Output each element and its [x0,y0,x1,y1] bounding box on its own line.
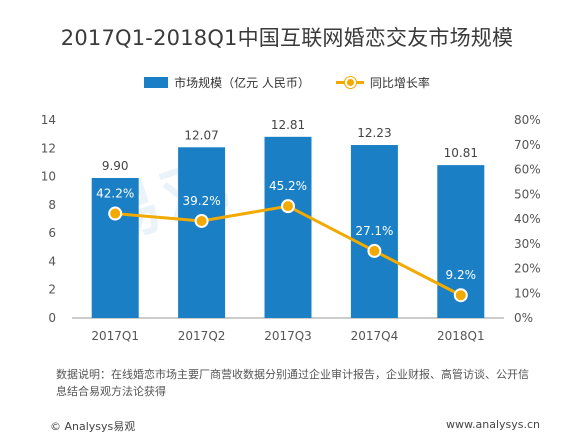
growth-point [367,243,382,258]
y-right-tick-label: 60% [514,163,541,177]
growth-value-label: 9.2% [446,268,477,282]
chart-legend: 市场规模（亿元 人民币） 同比增长率 [0,72,574,92]
y-right-tick-label: 50% [514,187,541,201]
legend-item-growth-rate: 同比增长率 [335,74,430,91]
growth-value-label: 42.2% [96,187,134,201]
growth-value-label: 39.2% [183,194,221,208]
legend-item-market-size: 市场规模（亿元 人民币） [144,74,310,91]
y-left-tick-label: 12 [41,141,56,155]
y-right-tick-label: 40% [514,212,541,226]
y-left-tick-label: 2 [48,283,56,297]
growth-point [281,199,295,214]
bar-value-label: 10.81 [444,146,478,160]
y-left-tick-label: 4 [48,254,56,268]
bar-value-label: 9.90 [102,159,129,173]
y-left-tick-label: 14 [41,113,56,127]
legend-bar-swatch [144,76,169,88]
chart-title: 2017Q1-2018Q1中国互联网婚恋交友市场规模 [60,26,514,50]
y-left-tick-label: 10 [41,170,56,184]
y-right-tick-label: 20% [514,262,541,276]
growth-point [108,206,123,221]
y-left-tick-label: 8 [48,198,56,212]
bar-value-label: 12.81 [271,118,305,132]
x-tick-label: 2017Q1 [91,329,139,343]
bar [350,145,398,318]
bar [264,136,312,318]
y-right-tick-label: 0% [514,311,533,325]
growth-value-label: 27.1% [355,224,393,238]
x-tick-label: 2017Q4 [351,329,399,343]
x-tick-label: 2017Q2 [178,329,226,343]
data-note: 数据说明：在线婚恋市场主要厂商营收数据分别通过企业审计报告，企业财报、高管访谈、… [56,368,529,398]
y-right-tick-label: 80% [514,113,541,127]
x-tick-label: 2018Q1 [437,329,485,343]
y-right-tick-label: 70% [514,138,541,152]
y-right-tick-label: 10% [514,286,541,300]
growth-point [453,288,468,303]
legend-line-swatch [335,76,364,88]
footer-logo: © Analysys易观 [50,420,136,433]
y-left-tick-label: 0 [48,311,56,325]
legend-label-growth-rate: 同比增长率 [369,75,430,90]
growth-value-label: 45.2% [269,179,307,193]
footer-url: www.analysys.cn [446,418,540,431]
y-left-tick-label: 6 [48,226,56,240]
bar-value-label: 12.07 [184,128,218,142]
growth-point [194,213,209,228]
x-tick-label: 2017Q3 [264,329,312,343]
bar-value-label: 12.23 [357,126,391,140]
bar [91,177,139,318]
legend-label-market-size: 市场规模（亿元 人民币） [174,75,310,90]
bar [178,147,226,318]
y-right-tick-label: 30% [514,237,541,251]
